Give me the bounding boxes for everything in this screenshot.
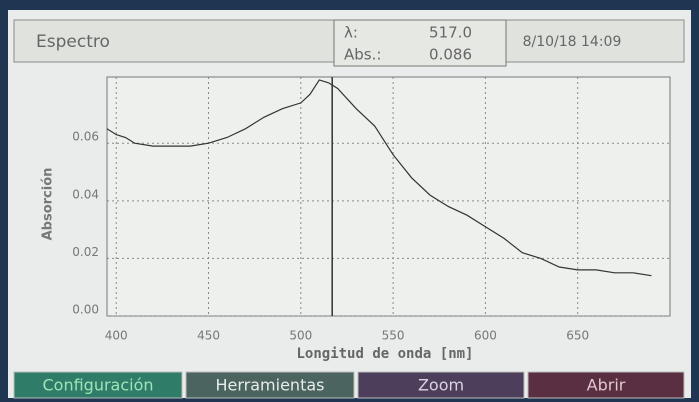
y-tick-label: 0.06 (72, 130, 99, 144)
x-tick-label: 600 (474, 329, 497, 343)
button-label[interactable]: Herramientas (216, 376, 325, 395)
x-axis-label: Longitud de onda [nm] (296, 346, 473, 362)
y-tick-label: 0.02 (72, 245, 99, 259)
x-tick-label: 400 (105, 329, 128, 343)
abs-value: 0.086 (429, 46, 472, 64)
button-bar: Configuración Herramientas Zoom Abrir (14, 372, 684, 398)
x-tick-label: 550 (382, 329, 405, 343)
datetime: 8/10/18 14:09 (523, 34, 622, 50)
x-tick-label: 500 (289, 329, 312, 343)
x-tick-label: 450 (197, 329, 220, 343)
y-tick-label: 0.00 (72, 303, 99, 317)
page: Espectro λ: 517.0 Abs.: 0.086 8/10/18 14… (0, 0, 699, 402)
x-tick-label: 650 (566, 329, 589, 343)
button-label[interactable]: Zoom (418, 376, 464, 395)
y-axis-label: Absorción (41, 168, 56, 241)
abs-label: Abs.: (344, 46, 381, 64)
header-title: Espectro (36, 32, 110, 52)
plot-area (107, 77, 670, 316)
screen: Espectro λ: 517.0 Abs.: 0.086 8/10/18 14… (0, 0, 699, 402)
y-tick-label: 0.04 (72, 187, 99, 201)
lambda-label: λ: (344, 24, 358, 42)
lambda-value: 517.0 (429, 24, 472, 42)
button-label[interactable]: Configuración (42, 376, 153, 395)
button-label[interactable]: Abrir (587, 376, 626, 395)
